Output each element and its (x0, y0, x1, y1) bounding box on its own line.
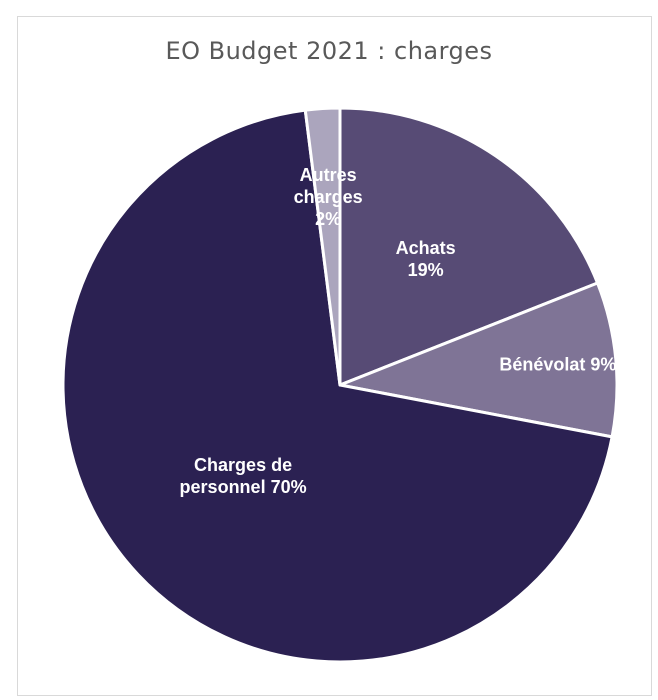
pie-slice-charges-de-personnel (61, 108, 614, 664)
data-label-line: Achats (396, 238, 456, 258)
data-label-line: 19% (408, 260, 444, 280)
pie-slices (61, 106, 619, 664)
pie-slice-b-n-volat (338, 281, 619, 439)
data-label-line: Autres (300, 165, 357, 185)
data-label-charges-de-personnel: Charges de personnel 70% (180, 455, 307, 497)
data-label-b-n-volat: Bénévolat 9% (499, 354, 616, 374)
data-label-achats: Achats 19% (396, 238, 456, 280)
pie-data-labels: Achats 19% Bénévolat 9% Charges de personnel… (180, 165, 617, 497)
pie-slice-achats (338, 106, 600, 387)
data-label-line: 2% (315, 209, 341, 229)
pie-slice-autres-charges (303, 106, 342, 387)
data-label-line: Bénévolat 9% (499, 354, 616, 374)
data-label-autres-charges: Autres charges 2% (294, 165, 363, 229)
data-label-line: charges (294, 187, 363, 207)
chart-title: EO Budget 2021 : charges (165, 37, 493, 65)
data-label-line: personnel 70% (180, 477, 307, 497)
data-label-line: Charges de (194, 455, 292, 475)
